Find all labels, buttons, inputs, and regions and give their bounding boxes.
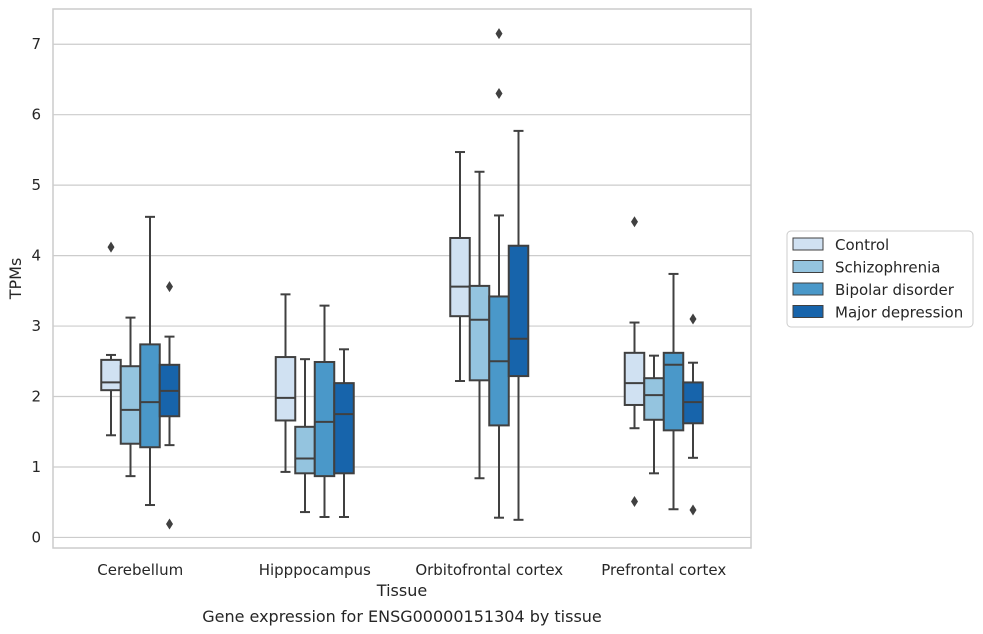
box-rect (100, 358, 122, 392)
box-major-depression (333, 348, 355, 518)
outlier-point (689, 313, 697, 325)
legend-label: Control (835, 236, 889, 254)
box-schizophrenia (643, 354, 665, 475)
legend: Control Schizophrenia Bipolar disorder Majo… (786, 230, 974, 328)
outlier-point (631, 495, 638, 507)
legend-swatch (792, 305, 824, 318)
box-rect (274, 356, 297, 422)
y-tick-label: 7 (31, 35, 41, 53)
box-schizophrenia (468, 170, 491, 480)
box-rect (139, 343, 161, 449)
box-bipolar-disorder (139, 215, 161, 507)
legend-label: Major depression (835, 304, 963, 322)
box-rect (468, 284, 491, 382)
y-tick-label: 4 (31, 247, 41, 265)
x-tick-label: Prefrontal cortex (601, 561, 726, 579)
legend-frame (786, 230, 974, 328)
legend-item: Major depression (792, 304, 963, 322)
box-control (100, 241, 122, 437)
box-rect (623, 351, 646, 406)
outlier-point (107, 241, 115, 253)
box-rect (643, 377, 665, 421)
outlier-point (166, 518, 173, 530)
y-tick-labels: 0 1 2 3 4 5 6 7 (31, 35, 41, 546)
box-bipolar-disorder (662, 272, 685, 511)
box-rect (507, 244, 530, 378)
y-tick-label: 2 (31, 388, 41, 406)
box-bipolar-disorder (313, 304, 336, 518)
outlier-point (495, 28, 503, 40)
box-rect (333, 382, 355, 475)
box-control (623, 216, 646, 507)
legend-item: Bipolar disorder (792, 281, 955, 299)
x-tick-label: Hipppocampus (259, 561, 371, 579)
legend-swatch (792, 260, 824, 273)
outlier-point (495, 88, 503, 100)
outlier-point (689, 504, 697, 516)
legend-item: Schizophrenia (792, 259, 940, 277)
x-axis-label: Tissue (376, 581, 427, 600)
y-tick-label: 3 (31, 317, 41, 335)
box-schizophrenia (294, 358, 316, 514)
chart-caption: Gene expression for ENSG00000151304 by t… (202, 607, 602, 626)
box-bipolar-disorder (488, 28, 510, 519)
y-axis-label: TPMs (6, 258, 25, 301)
legend-label: Schizophrenia (835, 259, 940, 277)
box-schizophrenia (119, 316, 142, 478)
box-major-depression (507, 129, 530, 521)
box-rect (119, 365, 142, 445)
box-control (274, 293, 297, 473)
x-tick-label: Orbitofrontal cortex (415, 561, 563, 579)
box-rect (294, 425, 316, 475)
y-tick-label: 5 (31, 176, 41, 194)
x-tick-label: Cerebellum (97, 561, 183, 579)
legend-label: Bipolar disorder (835, 281, 955, 299)
x-tick-labels: Cerebellum Hipppocampus Orbitofrontal cort… (97, 561, 726, 579)
box-rect (313, 360, 336, 478)
legend-swatch (792, 282, 824, 296)
grid-lines (53, 43, 751, 539)
legend-swatch (792, 237, 824, 251)
legend-item: Control (792, 236, 889, 254)
outlier-point (166, 281, 173, 293)
box-rect (449, 236, 471, 318)
y-tick-label: 1 (31, 458, 41, 476)
plot-frame (52, 8, 752, 549)
box-control (449, 151, 471, 383)
outlier-point (631, 216, 638, 228)
box-layer (100, 28, 704, 530)
y-tick-label: 6 (31, 106, 41, 124)
box-major-depression (158, 281, 181, 530)
box-major-depression (682, 313, 704, 516)
y-tick-label: 0 (31, 528, 41, 546)
